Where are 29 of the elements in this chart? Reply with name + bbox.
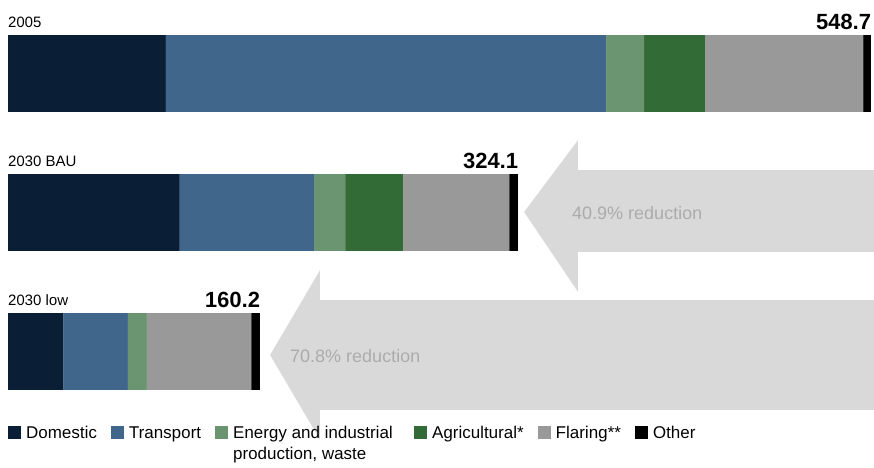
bar <box>251 313 260 390</box>
bar <box>8 313 64 390</box>
bar <box>644 35 706 112</box>
bar <box>166 35 606 112</box>
y-tick-label: 2005 <box>8 14 42 31</box>
annotation: 548.7 <box>816 9 871 34</box>
bar <box>345 174 404 251</box>
bar <box>314 174 346 251</box>
bar <box>8 35 166 112</box>
bar <box>180 174 314 251</box>
bar <box>403 174 510 251</box>
bar <box>128 313 147 390</box>
legend-label: Transport <box>128 422 201 443</box>
legend-label: Energy and industrial production, waste <box>232 422 394 464</box>
y-tick-label: 2030 BAU <box>8 153 76 170</box>
bar <box>863 35 871 112</box>
annotation: 324.1 <box>462 148 518 173</box>
legend-label: Domestic <box>26 422 97 443</box>
y-tick-label: 2030 low <box>8 292 68 309</box>
legend-label: Flaring** <box>556 422 621 443</box>
bar <box>705 35 864 112</box>
bar <box>63 313 128 390</box>
bar <box>146 313 252 390</box>
legend-label: Agricultural* <box>432 422 524 443</box>
bar <box>509 174 518 251</box>
bar <box>8 174 180 251</box>
bar <box>606 35 644 112</box>
annotation: 160.2 <box>204 287 260 312</box>
legend-label: Other <box>652 422 696 443</box>
